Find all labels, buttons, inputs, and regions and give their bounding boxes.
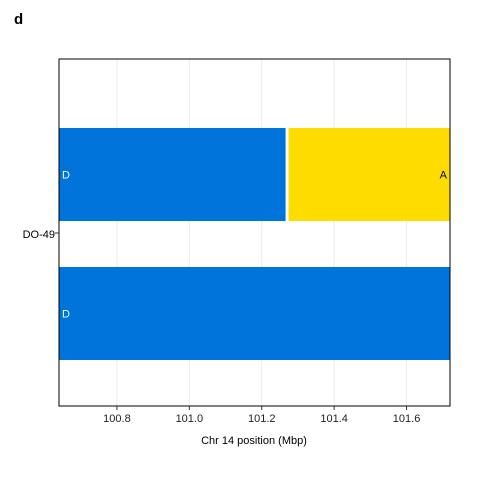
x-tick-label: 101.0 — [176, 413, 204, 425]
haplotype-segment-d — [59, 267, 450, 360]
segment-label: A — [440, 170, 448, 182]
x-axis-title: Chr 14 position (Mbp) — [201, 435, 307, 447]
y-sample-label: DO-49 — [23, 229, 55, 241]
segment-label: D — [62, 309, 70, 321]
axis-layer: 100.8 101.0 101.2 101.4 101.6 — [55, 232, 421, 425]
bars-layer: D A D — [59, 128, 450, 360]
x-tick-label: 100.8 — [103, 413, 131, 425]
x-tick-label: 101.4 — [320, 413, 348, 425]
haplotype-segment-d — [59, 128, 288, 221]
panel-label: d — [14, 11, 23, 28]
x-tick-label: 101.6 — [393, 413, 421, 425]
haplotype-segment-a — [287, 128, 450, 221]
x-tick-label: 101.2 — [248, 413, 276, 425]
segment-label: D — [62, 170, 70, 182]
